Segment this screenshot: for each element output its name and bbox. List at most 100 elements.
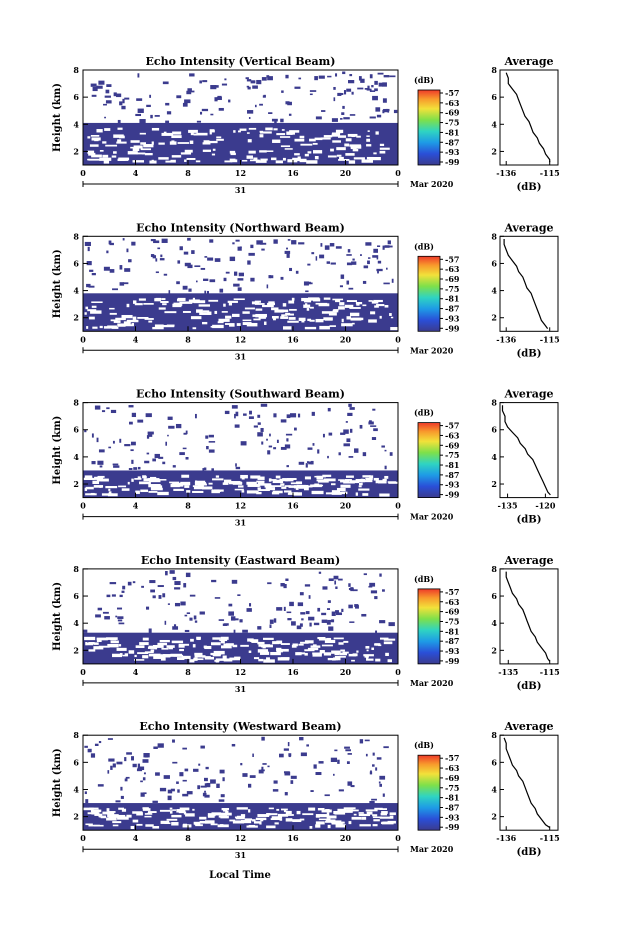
heatmap-gap-cell [215, 475, 220, 478]
heatmap-echo-cell [124, 268, 131, 272]
heatmap-echo-cell [152, 458, 156, 462]
heatmap-echo-cell [101, 410, 106, 413]
heatmap-gap-cell [220, 815, 229, 819]
heatmap-gap-cell [257, 487, 261, 490]
heatmap-echo-cell [99, 465, 103, 468]
heatmap-gap-cell [272, 641, 280, 645]
heatmap-echo-cell [182, 447, 187, 450]
heatmap-gap-cell [108, 491, 112, 495]
heatmap-echo-cell [260, 427, 264, 432]
heatmap-gap-cell [351, 147, 357, 150]
heatmap-echo-cell [318, 571, 322, 574]
heatmap-gap-cell [264, 321, 267, 325]
colorbar-tick-label: -69 [445, 108, 460, 118]
heatmap-gap-cell [194, 482, 207, 486]
heatmap-echo-cell [240, 441, 247, 446]
heatmap-gap-cell [309, 306, 314, 309]
heatmap-gap-cell [179, 807, 190, 811]
heatmap-echo-cell [123, 282, 129, 285]
heatmap-echo-cell [83, 629, 88, 633]
heatmap-echo-cell [317, 449, 320, 454]
heatmap-gap-cell [366, 657, 369, 661]
heatmap-gap-cell [268, 301, 275, 305]
heatmap-gap-cell [207, 813, 216, 817]
heatmap-gap-cell [295, 481, 303, 485]
heatmap-echo-cell [179, 772, 184, 777]
heatmap-echo-cell [235, 411, 239, 417]
heatmap-gap-cell [172, 131, 182, 135]
heatmap-echo-cell [142, 759, 149, 763]
heatmap-gap-cell [182, 823, 188, 828]
heatmap-gap-cell [94, 139, 99, 142]
heatmap-gap-cell [260, 818, 264, 822]
heatmap-echo-cell [207, 257, 214, 261]
heatmap-echo-cell [219, 288, 224, 293]
heatmap-echo-cell [268, 275, 271, 279]
heatmap-echo-cell [360, 78, 365, 83]
heatmap-gap-cell [209, 129, 215, 132]
heatmap-gap-cell [162, 303, 167, 306]
heatmap-gap-cell [136, 812, 143, 816]
heatmap-echo-cell [237, 287, 242, 291]
heatmap-gap-cell [288, 491, 292, 494]
heatmap-echo-cell [117, 119, 121, 124]
heatmap-gap-cell [198, 304, 211, 307]
heatmap-echo-cell [185, 430, 188, 435]
heatmap-echo-cell [144, 460, 150, 464]
heatmap-echo-cell [185, 572, 191, 578]
heatmap-echo-cell [360, 254, 362, 256]
heatmap-gap-cell [337, 808, 347, 812]
heatmap-gap-cell [154, 479, 167, 481]
heatmap-gap-cell [118, 157, 130, 161]
heatmap-echo-cell [315, 772, 322, 776]
heatmap-gap-cell [148, 645, 157, 648]
heatmap-gap-cell [257, 814, 270, 817]
y-axis-label: Height (km) [52, 83, 63, 152]
heatmap-gap-cell [142, 475, 147, 479]
heatmap-echo-cell [376, 268, 383, 272]
heatmap-gap-cell [301, 297, 311, 302]
heatmap-gap-cell [249, 483, 261, 487]
x-tick-label: 16 [287, 334, 299, 344]
heatmap-echo-cell [154, 453, 160, 459]
heatmap-echo-cell [343, 90, 347, 95]
heatmap-gap-cell [222, 655, 227, 659]
x-tick-label: 16 [287, 501, 299, 511]
heatmap-echo-cell [109, 242, 114, 246]
heatmap-gap-cell [380, 812, 388, 816]
heatmap-gap-cell [194, 655, 206, 658]
heatmap-gap-cell [169, 141, 177, 145]
heatmap-echo-cell [174, 581, 181, 586]
heatmap-echo-cell [202, 80, 208, 83]
heatmap-echo-cell [146, 435, 150, 439]
heatmap-echo-cell [387, 110, 390, 113]
heatmap-echo-cell [131, 241, 136, 246]
heatmap-echo-cell [334, 749, 338, 752]
heatmap-echo-cell [346, 280, 350, 285]
heatmap-gap-cell [242, 319, 252, 322]
heatmap-echo-cell [335, 586, 338, 589]
heatmap-echo-cell [242, 629, 248, 633]
heatmap-echo-cell [354, 448, 359, 453]
heatmap-gap-cell [298, 484, 309, 488]
heatmap-echo-cell [91, 272, 96, 276]
heatmap-echo-cell [320, 243, 323, 247]
heatmap-echo-cell [269, 619, 274, 624]
heatmap-gap-cell [246, 481, 257, 485]
heatmap-gap-cell [163, 131, 167, 135]
heatmap-gap-cell [304, 649, 315, 652]
heatmap-echo-cell [119, 438, 122, 443]
heatmap-gap-cell [210, 823, 218, 826]
heatmap-gap-cell [290, 482, 299, 485]
heatmap-gap-cell [340, 649, 345, 652]
heatmap-gap-cell [99, 815, 106, 818]
heatmap-echo-cell [335, 246, 342, 249]
heatmap-echo-cell [350, 587, 354, 592]
heatmap-echo-cell [273, 447, 277, 450]
heatmap-echo-cell [252, 753, 254, 757]
heatmap-echo-cell [311, 411, 315, 416]
heatmap-echo-cell [276, 607, 283, 611]
colorbar-tick-label: -81 [445, 460, 459, 470]
heatmap-echo-cell [381, 445, 385, 448]
average-y-tick-label: 6 [491, 757, 497, 767]
